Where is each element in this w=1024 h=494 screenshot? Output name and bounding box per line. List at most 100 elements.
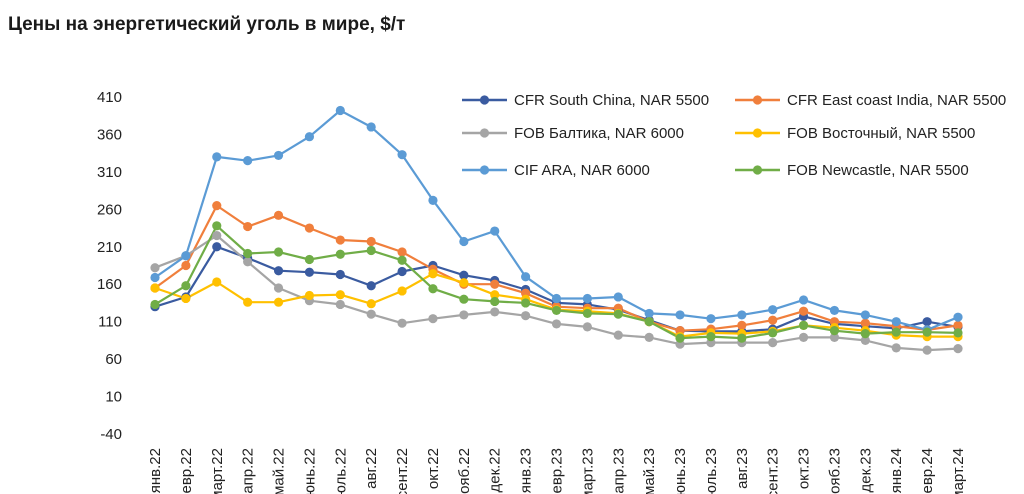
data-point-4: [737, 310, 747, 320]
x-tick-label: сент.22: [394, 448, 411, 494]
legend-swatch-marker: [479, 165, 490, 175]
x-tick-label: дек.23: [857, 448, 874, 493]
legend-swatch-marker: [479, 128, 490, 138]
data-point-5: [366, 245, 376, 256]
data-point-5: [150, 299, 160, 310]
data-point-5: [551, 305, 562, 316]
data-point-5: [304, 254, 315, 265]
data-point-2: [891, 343, 901, 353]
legend-label: FOB Балтика, NAR 6000: [514, 125, 684, 142]
x-tick-label: янв.22: [147, 448, 164, 493]
data-point-1: [737, 320, 747, 331]
data-point-5: [860, 329, 870, 339]
x-tick-label: март.22: [209, 448, 226, 494]
y-tick-label: 360: [97, 126, 122, 143]
data-point-4: [675, 310, 685, 320]
data-point-1: [798, 306, 809, 316]
legend-label: FOB Newcastle, NAR 5500: [787, 162, 969, 179]
y-tick-label: 210: [97, 239, 122, 256]
data-point-1: [273, 210, 284, 220]
data-point-1: [860, 318, 870, 328]
data-point-5: [829, 326, 840, 336]
legend-swatch-marker: [752, 95, 763, 105]
legend-label: CFR South China, NAR 5500: [514, 92, 709, 109]
data-point-5: [335, 249, 345, 259]
y-tick-label: 260: [97, 201, 122, 218]
data-point-2: [860, 335, 870, 345]
data-point-1: [397, 247, 407, 257]
data-point-4: [428, 195, 438, 205]
data-point-4: [273, 150, 284, 161]
x-tick-label: окт.23: [796, 448, 813, 489]
data-point-3: [490, 290, 500, 300]
x-tick-label: янв.23: [518, 448, 535, 493]
x-tick-label: апр.22: [240, 448, 257, 494]
y-tick-label: -40: [100, 426, 122, 443]
x-tick-label: март.24: [950, 448, 967, 494]
data-point-5: [428, 284, 438, 294]
x-tick-label: нояб.23: [826, 448, 843, 494]
y-axis-tick-labels: -40 10 60 110 160 210 260 310 360 410: [97, 89, 122, 443]
data-point-4: [243, 156, 253, 166]
x-tick-label: нояб.22: [456, 448, 473, 494]
data-point-4: [366, 122, 376, 132]
x-tick-label: дек.22: [487, 448, 504, 493]
data-point-5: [737, 333, 747, 343]
x-tick-label: февр.23: [549, 448, 566, 494]
legend: CFR South China, NAR 5500 CFR East coast …: [462, 92, 1006, 179]
y-tick-label: 10: [105, 389, 122, 406]
data-point-0: [922, 317, 932, 327]
x-tick-label: июнь.23: [672, 448, 689, 494]
data-point-4: [953, 312, 963, 322]
x-tick-label: май.23: [641, 448, 658, 494]
x-tick-label: июнь.22: [301, 448, 318, 494]
data-point-2: [243, 257, 253, 267]
series-markers: [150, 105, 963, 355]
x-tick-label: янв.24: [888, 448, 905, 493]
data-point-1: [335, 235, 345, 245]
legend-swatch-marker: [752, 128, 763, 138]
data-point-5: [768, 328, 778, 338]
x-tick-label: сент.23: [765, 448, 782, 494]
data-point-3: [335, 290, 345, 300]
data-point-3: [366, 299, 376, 309]
data-point-5: [798, 320, 809, 331]
data-point-2: [953, 344, 963, 354]
data-point-4: [829, 305, 840, 316]
legend-label: CFR East coast India, NAR 5500: [787, 92, 1006, 109]
y-tick-label: 110: [98, 314, 122, 331]
x-tick-label: авг.23: [734, 448, 751, 489]
y-tick-label: 160: [97, 276, 122, 293]
data-point-2: [428, 314, 438, 324]
data-point-5: [212, 221, 222, 231]
data-point-5: [243, 248, 253, 259]
data-point-5: [675, 333, 685, 343]
x-axis-tick-labels: янв.22 февр.22 март.22 апр.22 май.22 июнь.22 и…: [147, 448, 967, 494]
data-point-2: [613, 330, 623, 340]
data-point-2: [150, 263, 160, 273]
data-point-1: [490, 279, 500, 289]
data-point-4: [335, 105, 345, 116]
data-point-1: [212, 200, 222, 211]
data-point-4: [644, 308, 654, 319]
legend-label: CIF ARA, NAR 6000: [514, 162, 650, 179]
data-point-2: [521, 311, 531, 321]
x-tick-label: февр.24: [919, 448, 936, 494]
data-point-5: [706, 332, 716, 342]
data-point-2: [490, 307, 500, 317]
data-point-5: [953, 328, 963, 338]
data-point-3: [181, 293, 191, 304]
data-point-4: [798, 295, 809, 305]
data-point-0: [366, 281, 376, 291]
data-point-5: [922, 327, 932, 337]
data-point-5: [521, 298, 531, 308]
data-point-4: [212, 152, 222, 162]
data-point-1: [768, 315, 778, 325]
legend-swatch-marker: [479, 95, 490, 105]
data-point-4: [582, 293, 592, 304]
data-point-5: [181, 281, 191, 291]
data-point-5: [613, 309, 623, 319]
data-point-5: [273, 247, 284, 257]
y-tick-label: 410: [97, 89, 122, 106]
data-point-2: [922, 345, 932, 355]
